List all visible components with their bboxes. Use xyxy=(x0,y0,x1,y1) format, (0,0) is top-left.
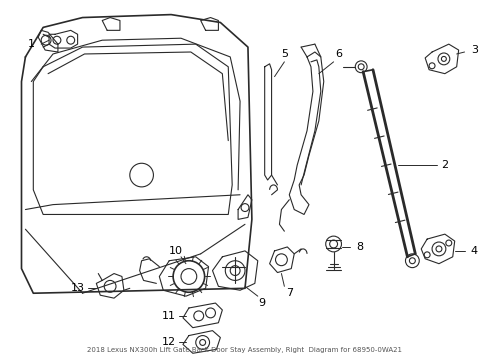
Text: 11: 11 xyxy=(162,311,176,321)
Text: 6: 6 xyxy=(334,49,341,59)
Text: 7: 7 xyxy=(285,288,292,298)
Text: 2: 2 xyxy=(440,160,447,170)
Text: 2018 Lexus NX300h Lift Gate Back Door Stay Assembly, Right  Diagram for 68950-0W: 2018 Lexus NX300h Lift Gate Back Door St… xyxy=(86,347,401,353)
Text: 1: 1 xyxy=(28,39,35,49)
Text: 12: 12 xyxy=(162,337,176,347)
Text: 5: 5 xyxy=(280,49,287,59)
Text: 13: 13 xyxy=(70,283,84,293)
Text: 3: 3 xyxy=(470,45,477,55)
Text: 10: 10 xyxy=(169,246,183,256)
Text: 4: 4 xyxy=(470,246,477,256)
Text: 8: 8 xyxy=(356,242,363,252)
Text: 9: 9 xyxy=(258,298,265,308)
